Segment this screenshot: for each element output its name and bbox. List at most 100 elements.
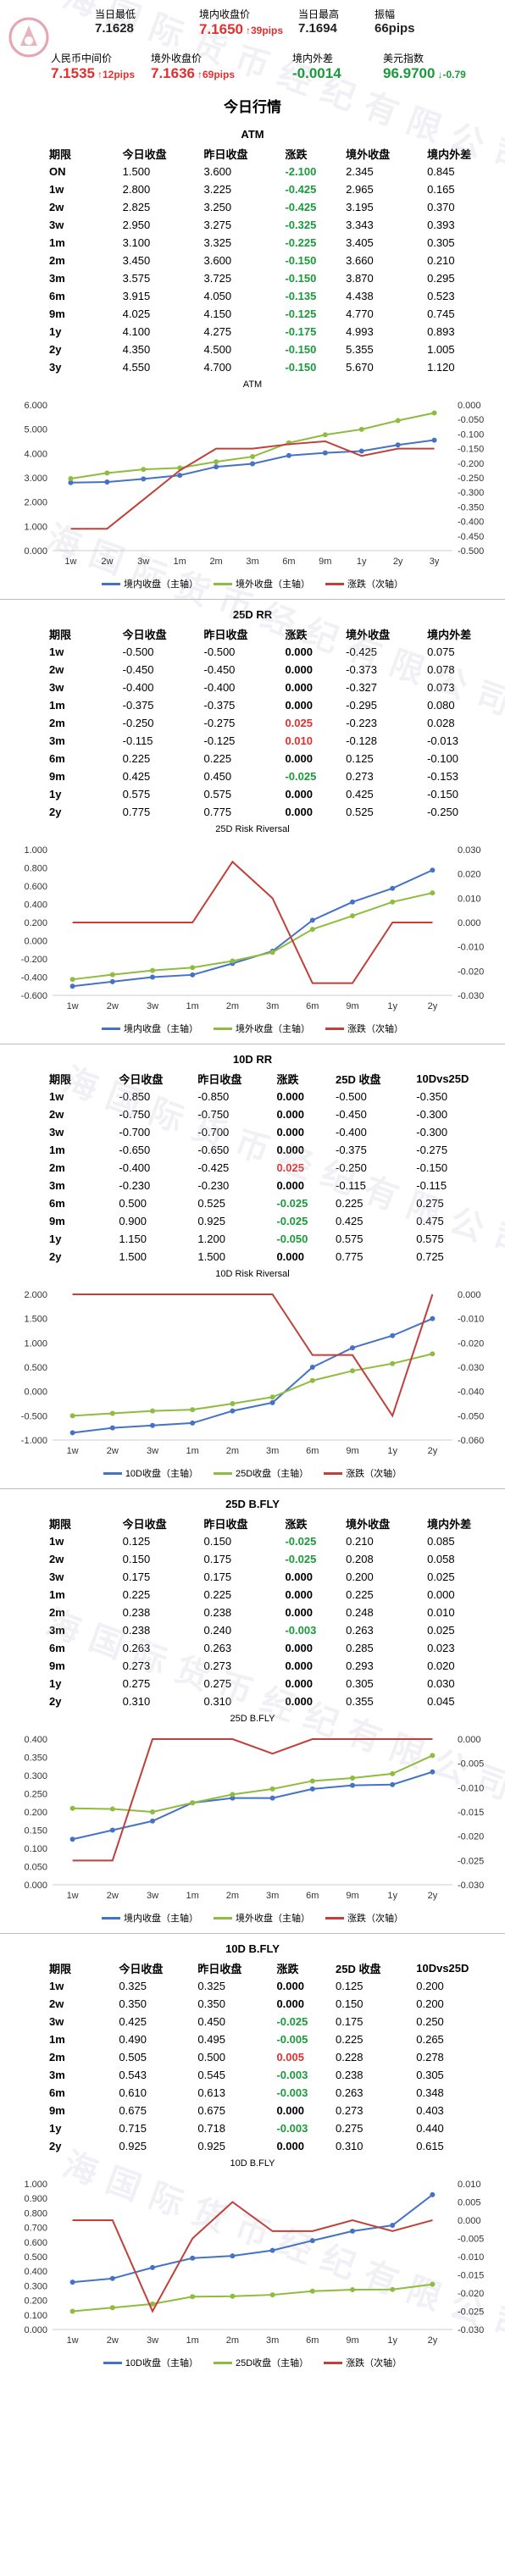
data-point <box>69 1430 75 1436</box>
legend-label: 境外收盘（主轴） <box>236 1914 310 1924</box>
value-cell: 0.000 <box>285 699 313 712</box>
data-point <box>309 2238 315 2244</box>
value-cell: 0.403 <box>416 2104 444 2117</box>
tenor-cell: 2y <box>49 2140 62 2152</box>
data-point <box>190 965 196 971</box>
data-point <box>350 1776 355 1781</box>
value-cell: 4.050 <box>203 290 232 302</box>
value-cell: 1.500 <box>122 165 151 178</box>
value-cell: 0.020 <box>427 1659 455 1672</box>
value-cell: 3.325 <box>203 236 232 249</box>
value-cell: 0.545 <box>197 2069 225 2081</box>
value-cell: 0.575 <box>335 1233 363 1245</box>
value-cell: 0.275 <box>122 1677 151 1690</box>
x-tick-label: 2m <box>226 1891 239 1901</box>
table-row: 3w -0.700 -0.700 0.000 -0.400 -0.300 <box>0 1123 505 1141</box>
chart-legend: 10D收盘（主轴） 25D收盘（主轴） 涨跌（次轴） <box>0 2356 505 2369</box>
y-tick-label: -0.400 <box>21 973 47 983</box>
series-line-2 <box>70 440 435 530</box>
value-cell: 0.000 <box>285 663 313 676</box>
column-header: 昨日收盘 <box>197 1962 242 1975</box>
table-row: 9m 0.273 0.273 0.000 0.293 0.020 <box>0 1657 505 1675</box>
value-cell: 0.000 <box>285 1659 313 1672</box>
value-cell: 0.613 <box>197 2086 225 2099</box>
x-tick-label: 6m <box>306 1446 319 1456</box>
data-point <box>190 1420 196 1426</box>
value-cell: -0.003 <box>276 2069 308 2081</box>
y-tick-label: 0.200 <box>24 2296 47 2307</box>
tenor-cell: 3w <box>49 681 64 694</box>
value-cell: -0.850 <box>119 1090 151 1103</box>
y2-tick-label: 0.000 <box>458 1735 481 1745</box>
y-tick-label: 0.500 <box>24 2252 47 2263</box>
section-bf10: 10D B.FLY 期限 今日收盘 昨日收盘 涨跌 25D 收盘 10Dvs25D 1w 0.3… <box>0 1942 505 2155</box>
legend-label: 境外收盘（主轴） <box>236 1024 310 1034</box>
value-cell: -0.450 <box>122 663 154 676</box>
data-point <box>190 2255 196 2261</box>
legend-item: 涨跌（次轴） <box>325 577 403 590</box>
tenor-cell: 6m <box>49 1197 65 1210</box>
value-cell: 0.025 <box>276 1161 304 1174</box>
value-cell: 0.030 <box>427 1677 455 1690</box>
y2-tick-label: 0.000 <box>458 401 481 411</box>
tenor-cell: 2m <box>49 717 65 729</box>
value-cell: 0.273 <box>203 1659 232 1672</box>
y2-tick-label: -0.020 <box>458 967 484 977</box>
y-tick-label: 5.000 <box>24 425 47 435</box>
column-header: 境外收盘 <box>346 147 391 161</box>
column-header: 今日收盘 <box>122 628 167 641</box>
value-cell: 0.310 <box>122 1695 151 1708</box>
value-cell: -0.115 <box>335 1179 366 1192</box>
table-row: 2y 0.310 0.310 0.000 0.355 0.045 <box>0 1692 505 1710</box>
value-cell: 0.450 <box>197 2015 225 2028</box>
y2-tick-label: -0.030 <box>458 1881 484 1891</box>
data-point <box>350 2228 355 2234</box>
data-point <box>230 958 236 964</box>
chart-svg: 0.000 1.000 2.000 3.000 4.000 5.000 6.000 -0.50… <box>24 401 484 567</box>
y2-tick-label: 0.010 <box>458 2180 481 2190</box>
tenor-cell: 3m <box>49 1179 65 1192</box>
y2-tick-label: -0.020 <box>458 2289 484 2299</box>
y2-tick-label: -0.010 <box>458 2252 484 2263</box>
value-cell: 0.000 <box>285 1588 313 1601</box>
tenor-cell: 2m <box>49 254 65 267</box>
value-cell: -0.025 <box>285 1535 317 1548</box>
y-tick-label: 0.000 <box>24 1388 47 1398</box>
value-cell: 0.200 <box>416 1980 444 1992</box>
table-title: 25D RR <box>232 608 273 621</box>
table-bf25: 期限 今日收盘 昨日收盘 涨跌 境外收盘 境内外差 1w 0.125 0.150 -0.025 0.… <box>0 1514 505 1710</box>
value-cell: 0.228 <box>335 2051 363 2064</box>
value-cell: 4.550 <box>122 361 151 374</box>
value-cell: 0.200 <box>346 1571 374 1583</box>
value-cell: -0.425 <box>346 645 378 658</box>
chart-legend: 10D收盘（主轴） 25D收盘（主轴） 涨跌（次轴） <box>0 1466 505 1480</box>
data-point <box>309 1365 315 1370</box>
data-point <box>150 1818 155 1824</box>
value-cell: -0.375 <box>203 699 236 712</box>
y2-tick-label: -0.015 <box>458 1808 484 1818</box>
value-cell: 4.350 <box>122 343 151 356</box>
value-cell: 0.273 <box>335 2104 363 2117</box>
value-cell: 0.225 <box>346 1588 374 1601</box>
y-tick-label: 0.000 <box>24 937 47 947</box>
tenor-cell: 1m <box>49 1144 65 1156</box>
column-header: 涨跌 <box>285 147 308 161</box>
header-label: 境外收盘价 <box>151 53 203 64</box>
value-cell: 0.225 <box>122 752 151 765</box>
value-cell: 1.120 <box>427 361 455 374</box>
value-cell: 0.000 <box>276 1179 304 1192</box>
value-cell: 0.175 <box>203 1553 232 1565</box>
value-cell: 0.248 <box>346 1606 374 1619</box>
y-tick-label: 0.700 <box>24 2224 47 2234</box>
table-row: 2w 0.150 0.175 -0.025 0.208 0.058 <box>0 1550 505 1568</box>
value-cell: -0.150 <box>285 272 317 285</box>
value-cell: -0.135 <box>285 290 317 302</box>
value-cell: 0.440 <box>416 2122 444 2135</box>
y-tick-label: 1.500 <box>24 1315 47 1325</box>
tenor-cell: 3m <box>49 272 65 285</box>
table-title: 25D B.FLY <box>225 1498 280 1510</box>
legend-label: 涨跌（次轴） <box>347 1914 403 1924</box>
header-value: 7.1535 ↑12pips <box>51 65 136 81</box>
column-header: 昨日收盘 <box>203 1517 248 1531</box>
chart-2: 10D Risk Riversal -1.000 -0.500 0.000 0.500 1… <box>0 1269 505 1480</box>
